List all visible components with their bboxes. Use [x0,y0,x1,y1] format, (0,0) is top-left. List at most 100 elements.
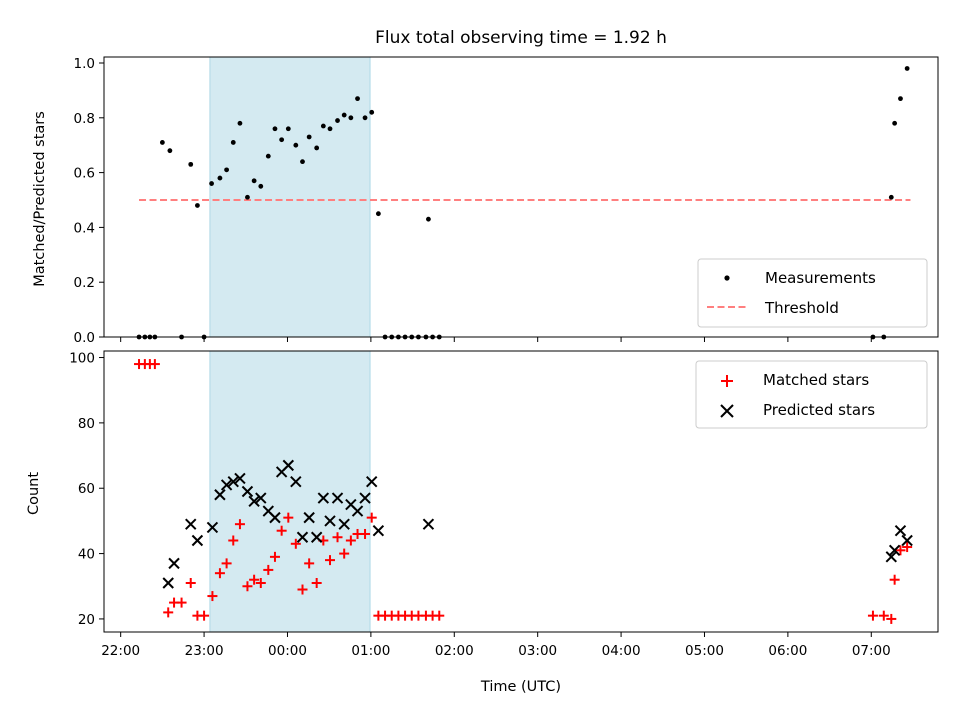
predicted-star-point [331,492,344,504]
matched-star-point [242,581,253,592]
measurements-legend-marker [724,275,730,281]
measurement-point [217,175,223,181]
predicted-stars-legend-label: Predicted stars [763,401,875,419]
measurement-point [188,161,194,167]
measurement-point [293,142,299,148]
matched-stars-legend-label: Matched stars [763,371,869,389]
matched-star-point [886,613,897,624]
top-y-tick-label: 0.2 [74,275,95,291]
measurement-point [355,96,360,102]
matched-star-point [325,555,336,566]
predicted-star-point [214,489,226,501]
matched-star-point [434,610,445,621]
predicted-star-point [282,459,295,472]
measurement-point [285,126,291,132]
x-tick-label: 23:00 [185,643,224,659]
top-y-tick-label: 0.4 [74,220,95,236]
predicted-star-point [227,475,239,488]
matched-star-point [269,551,280,562]
measurement-point [341,112,347,118]
measurement-point [375,211,381,217]
top-y-tick-label: 0.8 [74,111,95,127]
measurement-point [892,120,898,126]
measurements-legend-label: Measurements [765,269,876,287]
matched-star-point [867,610,878,621]
predicted-star-point [185,518,197,530]
threshold-legend-label: Threshold [764,299,839,317]
matched-star-point [249,574,260,585]
predicted-star-point [290,475,302,488]
matched-star-point [878,610,889,621]
predicted-star-point [351,505,364,517]
matched-star-point [185,577,196,588]
measurement-point [362,115,368,121]
matched-star-point [290,538,301,549]
predicted-star-point [191,534,204,547]
matched-star-point [345,535,356,546]
matched-star-point [234,519,245,530]
measurement-point [279,137,285,143]
matched-star-point [176,597,187,608]
bottom-y-tick-label: 100 [69,351,95,367]
matched-star-point [221,558,232,569]
bottom-y-tick-label: 40 [78,547,95,563]
predicted-star-point [338,518,350,530]
x-tick-label: 03:00 [518,643,557,659]
matched-star-point [889,574,900,585]
predicted-star-point [162,577,174,589]
bottom-axes-frame [103,350,939,633]
predicted-star-point [888,544,901,557]
matched-stars-legend-marker [721,375,733,387]
matched-star-point [255,577,266,588]
predicted-star-point [269,511,281,524]
measurement-point [369,109,375,115]
measurement-points [136,66,910,340]
predicted-star-point [310,531,323,543]
measurement-point [230,140,236,145]
predicted-star-point [255,492,267,504]
matched-star-point [366,512,377,523]
measurement-point [306,134,312,140]
matched-star-point [304,558,315,569]
x-tick-label: 01:00 [351,643,390,659]
matched-star-point [149,359,160,370]
predicted-star-point [372,525,385,537]
matched-star-point [283,512,294,523]
measurement-point [898,96,903,102]
measurement-point [265,153,271,159]
top-y-ticks: 0.0 0.2 0.4 0.6 0.8 1.0 [74,56,104,346]
x-tick-label: 05:00 [685,643,724,659]
top-highlight-span [209,56,371,338]
predicted-star-point [248,495,260,508]
measurement-point [888,194,894,200]
matched-star-point [297,584,308,595]
top-legend-box [697,258,928,328]
bottom-y-axis-label: Count [26,472,42,515]
predicted-star-point [168,557,180,570]
measurement-point [167,148,173,154]
predicted-star-point [303,511,315,524]
matched-star-point [360,528,371,539]
measurement-point [348,115,354,121]
measurement-point [320,123,326,129]
bottom-y-tick-label: 20 [78,612,95,628]
matched-star-point [311,577,322,588]
bottom-y-ticks: 20 40 60 80 100 [69,351,104,628]
matched-star-point [263,564,274,575]
predicted-star-point [317,492,330,504]
matched-star-point [163,607,174,618]
top-y-tick-label: 0.0 [74,330,95,346]
measurement-point [314,145,320,151]
bottom-x-ticks: 22:00 23:00 00:00 01:00 02:00 03:00 04:00 05:00… [101,632,891,659]
predicted-star-point [885,551,898,563]
predicted-star-point [241,485,254,498]
predicted-star-point [234,472,246,485]
measurement-point [237,120,243,126]
measurement-point [904,66,910,71]
top-legend: Measurements Threshold [697,258,928,328]
measurement-point [209,181,214,186]
x-tick-label: 22:00 [101,643,140,659]
matched-star-point [228,535,239,546]
top-y-axis-label: Matched/Predicted stars [32,111,48,287]
